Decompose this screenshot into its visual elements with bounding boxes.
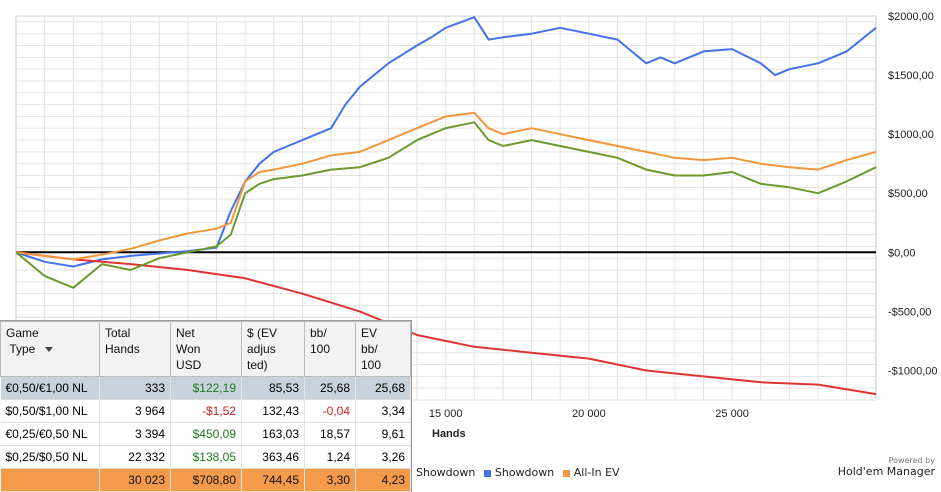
legend-item: All-In EV: [558, 466, 620, 479]
x-tick-label: 25 000: [715, 408, 749, 420]
y-tick-label: -$500,00: [888, 306, 931, 318]
header-game-type[interactable]: Game Type: [0, 321, 100, 377]
legend-item: Showdown: [479, 466, 554, 479]
chart-series: [15, 16, 877, 396]
table-row[interactable]: €0,25/€0,50 NL 3 394 $450,09 163,03 18,57 9,6…: [0, 422, 411, 446]
y-tick-label: $1000,00: [888, 129, 934, 141]
y-tick-label: $0,00: [888, 247, 916, 259]
stats-table: Game Type Total Hands Net Won USD $ (EV a…: [0, 321, 411, 492]
header-label: EV bb/ 100: [361, 326, 382, 372]
table-cell: 85,53: [241, 376, 305, 400]
table-cell: 3,30: [304, 468, 356, 492]
brand-logo: Powered by Hold'em Manager: [838, 456, 935, 478]
header-label: Total Hands: [105, 326, 140, 356]
table-cell: 3,34: [355, 399, 411, 423]
table-cell: 3,26: [355, 445, 411, 469]
table-cell: 3 964: [99, 399, 171, 423]
y-axis-ticks: -$1000,00 -$500,00 $0,00 $500,00 $1000,00 $15…: [888, 11, 938, 377]
table-cell: 132,43: [241, 399, 305, 423]
table-cell: 25,68: [355, 376, 411, 400]
table-row[interactable]: €0,50/€1,00 NL 333 $122,19 85,53 25,68 25,68: [0, 376, 411, 400]
table-cell: 25,68: [304, 376, 356, 400]
x-tick-label: 20 000: [572, 408, 606, 420]
legend-swatch-orange: [562, 469, 570, 477]
table-row[interactable]: $0,50/$1,00 NL 3 964 -$1,52 132,43 -0,04 3,34: [0, 399, 411, 423]
table-cell: 1,24: [304, 445, 356, 469]
header-total-hands[interactable]: Total Hands: [99, 321, 171, 377]
table-cell: $0,50/$1,00 NL: [0, 399, 100, 423]
series-line-4: [15, 121, 877, 289]
table-cell: $0,25/$0,50 NL: [0, 445, 100, 469]
header-bb100[interactable]: bb/ 100: [304, 321, 356, 377]
sort-arrow-icon[interactable]: [44, 347, 53, 353]
table-total-row[interactable]: 30 023 $708,80 744,45 3,30 4,23: [0, 468, 411, 492]
table-cell: $122,19: [170, 376, 242, 400]
header-ev-adjusted[interactable]: $ (EV adjus ted): [241, 321, 305, 377]
table-cell: [0, 468, 100, 492]
table-cell: 22 332: [99, 445, 171, 469]
x-axis-label: Hands: [432, 428, 466, 440]
chart-legend: Showdown Showdown All-In EV: [416, 466, 620, 479]
powered-by-text: Powered by: [888, 456, 935, 465]
table-cell: 163,03: [241, 422, 305, 446]
x-axis-ticks: 15 000 20 000 25 000: [429, 408, 749, 420]
table-cell: $138,05: [170, 445, 242, 469]
header-label: $ (EV adjus ted): [247, 326, 278, 372]
y-tick-label: $500,00: [888, 188, 928, 200]
table-cell: 4,23: [355, 468, 411, 492]
series-line-3: [15, 111, 877, 261]
table-cell: -0,04: [304, 399, 356, 423]
header-label: bb/ 100: [310, 326, 331, 356]
table-cell: €0,50/€1,00 NL: [0, 376, 100, 400]
brand-name: Hold'em Manager: [837, 465, 935, 478]
y-tick-label: -$1000,00: [888, 365, 938, 377]
series-line-2: [15, 251, 877, 396]
table-cell: 333: [99, 376, 171, 400]
table-header-row: Game Type Total Hands Net Won USD $ (EV a…: [0, 321, 411, 377]
legend-item: Showdown: [416, 466, 476, 479]
legend-swatch-blue: [483, 469, 491, 477]
table-cell: 744,45: [241, 468, 305, 492]
table-cell: $450,09: [170, 422, 242, 446]
table-cell: $708,80: [170, 468, 242, 492]
header-ev-bb100[interactable]: EV bb/ 100: [355, 321, 411, 377]
table-cell: €0,25/€0,50 NL: [0, 422, 100, 446]
table-cell: -$1,52: [170, 399, 242, 423]
header-label: Game Type: [6, 326, 39, 356]
y-tick-label: $1500,00: [888, 70, 934, 82]
table-cell: 3 394: [99, 422, 171, 446]
header-net-won[interactable]: Net Won USD: [170, 321, 242, 377]
table-row[interactable]: $0,25/$0,50 NL 22 332 $138,05 363,46 1,24 3,2…: [0, 445, 411, 469]
y-tick-label: $2000,00: [888, 11, 934, 23]
table-cell: 18,57: [304, 422, 356, 446]
table-cell: 363,46: [241, 445, 305, 469]
x-tick-label: 15 000: [429, 408, 463, 420]
header-label: Net Won USD: [176, 326, 202, 372]
table-cell: 30 023: [99, 468, 171, 492]
table-cell: 9,61: [355, 422, 411, 446]
